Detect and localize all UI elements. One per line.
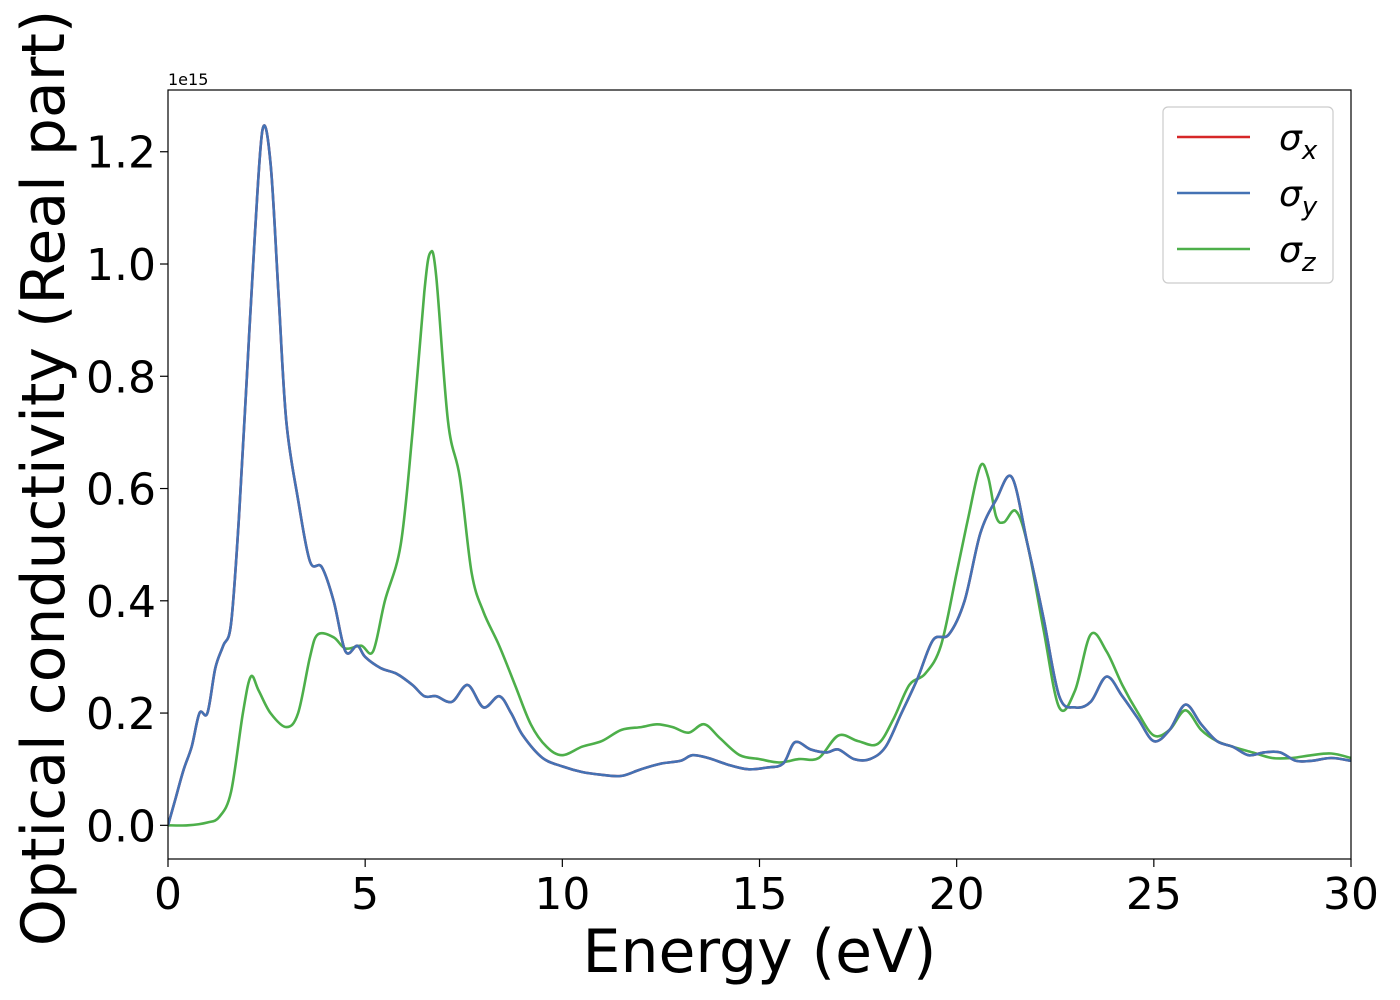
- y-tick-label: 1.2: [86, 128, 156, 179]
- legend-label-x: σx: [1279, 118, 1318, 166]
- y-tick-label: 1.0: [86, 240, 156, 291]
- y-axis-ticks: 0.0 0.2 0.4 0.6 0.8 1.0 1.2: [86, 128, 168, 852]
- series-layer: [168, 124, 1351, 827]
- y-tick-label: 0.8: [86, 352, 156, 403]
- y-tick-label: 0.0: [86, 801, 156, 852]
- legend-label-y: σy: [1279, 174, 1318, 222]
- y-tick-label: 0.2: [86, 689, 156, 740]
- y-axis-title: Optical conductivity (Real part): [9, 10, 79, 947]
- series-line-z: [168, 249, 1351, 827]
- x-tick-label: 10: [534, 869, 590, 920]
- legend-subscript: z: [1301, 248, 1317, 278]
- legend-subscript: y: [1301, 192, 1318, 222]
- x-axis-title: Energy (eV): [583, 917, 937, 987]
- x-tick-label: 15: [732, 869, 788, 920]
- legend-symbol: σ: [1279, 174, 1303, 215]
- x-tick-label: 30: [1323, 869, 1379, 920]
- legend-subscript: x: [1301, 136, 1318, 166]
- series-line-y: [168, 124, 1351, 826]
- legend-label-z: σz: [1279, 230, 1317, 278]
- x-tick-label: 20: [929, 869, 985, 920]
- legend-symbol: σ: [1279, 118, 1303, 159]
- y-tick-label: 0.4: [86, 577, 156, 628]
- x-axis-ticks: 0 5 10 15 20 25 30: [154, 859, 1379, 920]
- legend-symbol: σ: [1279, 230, 1303, 271]
- x-tick-label: 25: [1126, 869, 1182, 920]
- x-tick-label: 0: [154, 869, 182, 920]
- x-tick-label: 5: [351, 869, 379, 920]
- y-offset-text: 1e15: [168, 70, 208, 89]
- y-tick-label: 0.6: [86, 465, 156, 516]
- legend-frame: [1162, 106, 1334, 284]
